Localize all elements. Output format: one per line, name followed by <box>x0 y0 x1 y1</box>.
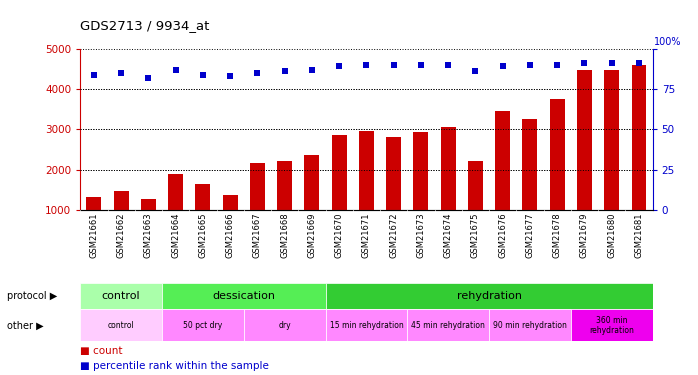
Text: 90 min rehydration: 90 min rehydration <box>493 321 567 330</box>
Bar <box>325 283 653 309</box>
Point <box>415 62 426 68</box>
Point <box>388 62 399 68</box>
Text: other ▶: other ▶ <box>7 320 43 330</box>
Text: 100%: 100% <box>654 37 681 47</box>
Text: dessication: dessication <box>212 291 275 301</box>
Bar <box>168 174 183 210</box>
Bar <box>80 283 162 309</box>
Bar <box>571 309 653 341</box>
Point <box>279 68 290 74</box>
Point <box>361 62 372 68</box>
Point <box>143 75 154 81</box>
Bar <box>195 184 210 210</box>
Point <box>170 67 181 73</box>
Point <box>225 73 236 79</box>
Text: 45 min rehydration: 45 min rehydration <box>411 321 485 330</box>
Bar <box>141 199 156 210</box>
Point <box>497 63 508 69</box>
Point <box>89 72 100 78</box>
Point <box>198 72 209 78</box>
Point <box>551 62 563 68</box>
Bar <box>496 111 510 210</box>
Bar <box>304 155 320 210</box>
Bar <box>223 195 237 210</box>
Text: 15 min rehydration: 15 min rehydration <box>329 321 403 330</box>
Point <box>606 60 617 66</box>
Text: ■ count: ■ count <box>80 346 123 355</box>
Text: dry: dry <box>279 321 291 330</box>
Text: control: control <box>107 321 135 330</box>
Bar <box>80 309 162 341</box>
Bar <box>277 161 292 210</box>
Bar <box>440 127 456 210</box>
Bar <box>87 197 101 210</box>
Bar <box>604 70 619 210</box>
Text: ■ percentile rank within the sample: ■ percentile rank within the sample <box>80 361 269 370</box>
Point <box>524 62 535 68</box>
Bar <box>244 309 325 341</box>
Text: 50 pct dry: 50 pct dry <box>184 321 223 330</box>
Point <box>334 63 345 69</box>
Bar <box>523 119 537 210</box>
Point <box>633 60 644 66</box>
Text: GDS2713 / 9934_at: GDS2713 / 9934_at <box>80 19 209 32</box>
Bar <box>577 70 592 210</box>
Bar <box>250 163 265 210</box>
Text: protocol ▶: protocol ▶ <box>7 291 57 301</box>
Text: rehydration: rehydration <box>456 291 521 301</box>
Point <box>306 67 318 73</box>
Text: control: control <box>102 291 140 301</box>
Point <box>116 70 127 76</box>
Bar <box>489 309 571 341</box>
Bar <box>413 132 429 210</box>
Bar <box>386 136 401 210</box>
Bar <box>550 99 565 210</box>
Bar <box>632 65 646 210</box>
Bar <box>162 283 325 309</box>
Point <box>252 70 263 76</box>
Bar <box>325 309 408 341</box>
Point <box>443 62 454 68</box>
Bar <box>332 135 347 210</box>
Point <box>470 68 481 74</box>
Bar <box>468 161 483 210</box>
Text: 360 min
rehydration: 360 min rehydration <box>589 316 634 335</box>
Bar <box>359 131 374 210</box>
Bar <box>162 309 244 341</box>
Bar <box>408 309 489 341</box>
Bar <box>114 192 128 210</box>
Point <box>579 60 590 66</box>
